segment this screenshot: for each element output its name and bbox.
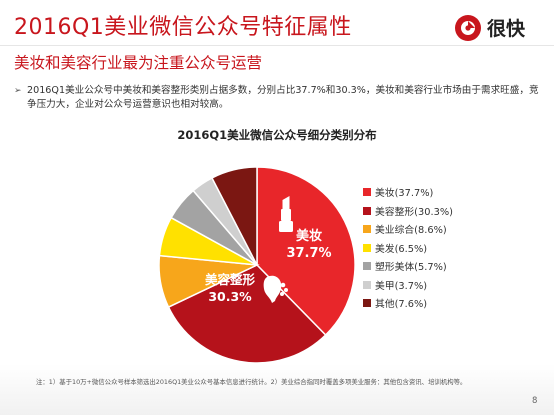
legend-label: 美妆(37.7%) — [375, 188, 434, 199]
lipstick-icon — [279, 196, 293, 232]
bullet-arrow-icon: ➢ — [14, 86, 22, 96]
pie-slice-1 — [167, 264, 327, 364]
legend-swatch — [363, 299, 371, 307]
page-title: 2016Q1美业微信公众号特征属性 — [14, 15, 352, 40]
pie-slice-6 — [210, 166, 258, 266]
pie-slice-0 — [256, 166, 356, 337]
data-label-value-0: 37.7% — [286, 246, 331, 261]
chart-title: 2016Q1美业微信公众号细分类别分布 — [177, 128, 377, 142]
legend-label: 美业综合(8.6%) — [375, 225, 447, 236]
footnote: 注：1）基于10万+微信公众号样本筛选出2016Q1美业公众号基本信息进行统计。… — [36, 378, 467, 386]
legend-swatch — [363, 243, 371, 252]
legend-swatch — [363, 188, 371, 196]
legend-label: 其他(7.6%) — [375, 299, 428, 310]
legend-label: 美容整形(30.3%) — [375, 206, 453, 218]
legend-swatch — [363, 262, 371, 270]
slice-icons — [263, 196, 293, 303]
legend-swatch — [363, 206, 371, 215]
page-subtitle: 美妆和美容行业最为注重公众号运营 — [14, 54, 263, 72]
data-label-name-0: 美妆 — [296, 228, 322, 244]
data-label-value-1: 30.3% — [208, 289, 252, 304]
summary-text: 2016Q1美业公众号中美妆和美容整形类别占据多数，分别占比37.7%和30.3… — [27, 85, 539, 110]
page-number: 8 — [532, 396, 538, 406]
title-divider — [0, 45, 554, 46]
woman-silhouette-icon — [263, 275, 288, 303]
legend-label: 美甲(3.7%) — [375, 280, 428, 292]
logo: 很快 — [454, 12, 544, 44]
legend-swatch — [363, 225, 371, 233]
data-label-name-1: 美容整形 — [205, 272, 256, 287]
summary-bullet: ➢ 2016Q1美业公众号中美妆和美容整形类别占据多数，分别占比37.7%和30… — [14, 84, 544, 112]
bottom-band — [0, 364, 554, 415]
logo-mark-icon — [455, 15, 481, 41]
data-labels: 美妆 37.7% 美容整形 30.3% — [205, 228, 332, 304]
legend-label: 美发(6.5%) — [375, 243, 428, 255]
pie-slices — [158, 166, 356, 364]
legend-label: 塑形美体(5.7%) — [375, 262, 447, 273]
logo-text: 很快 — [487, 18, 526, 40]
legend-swatch — [363, 280, 371, 289]
